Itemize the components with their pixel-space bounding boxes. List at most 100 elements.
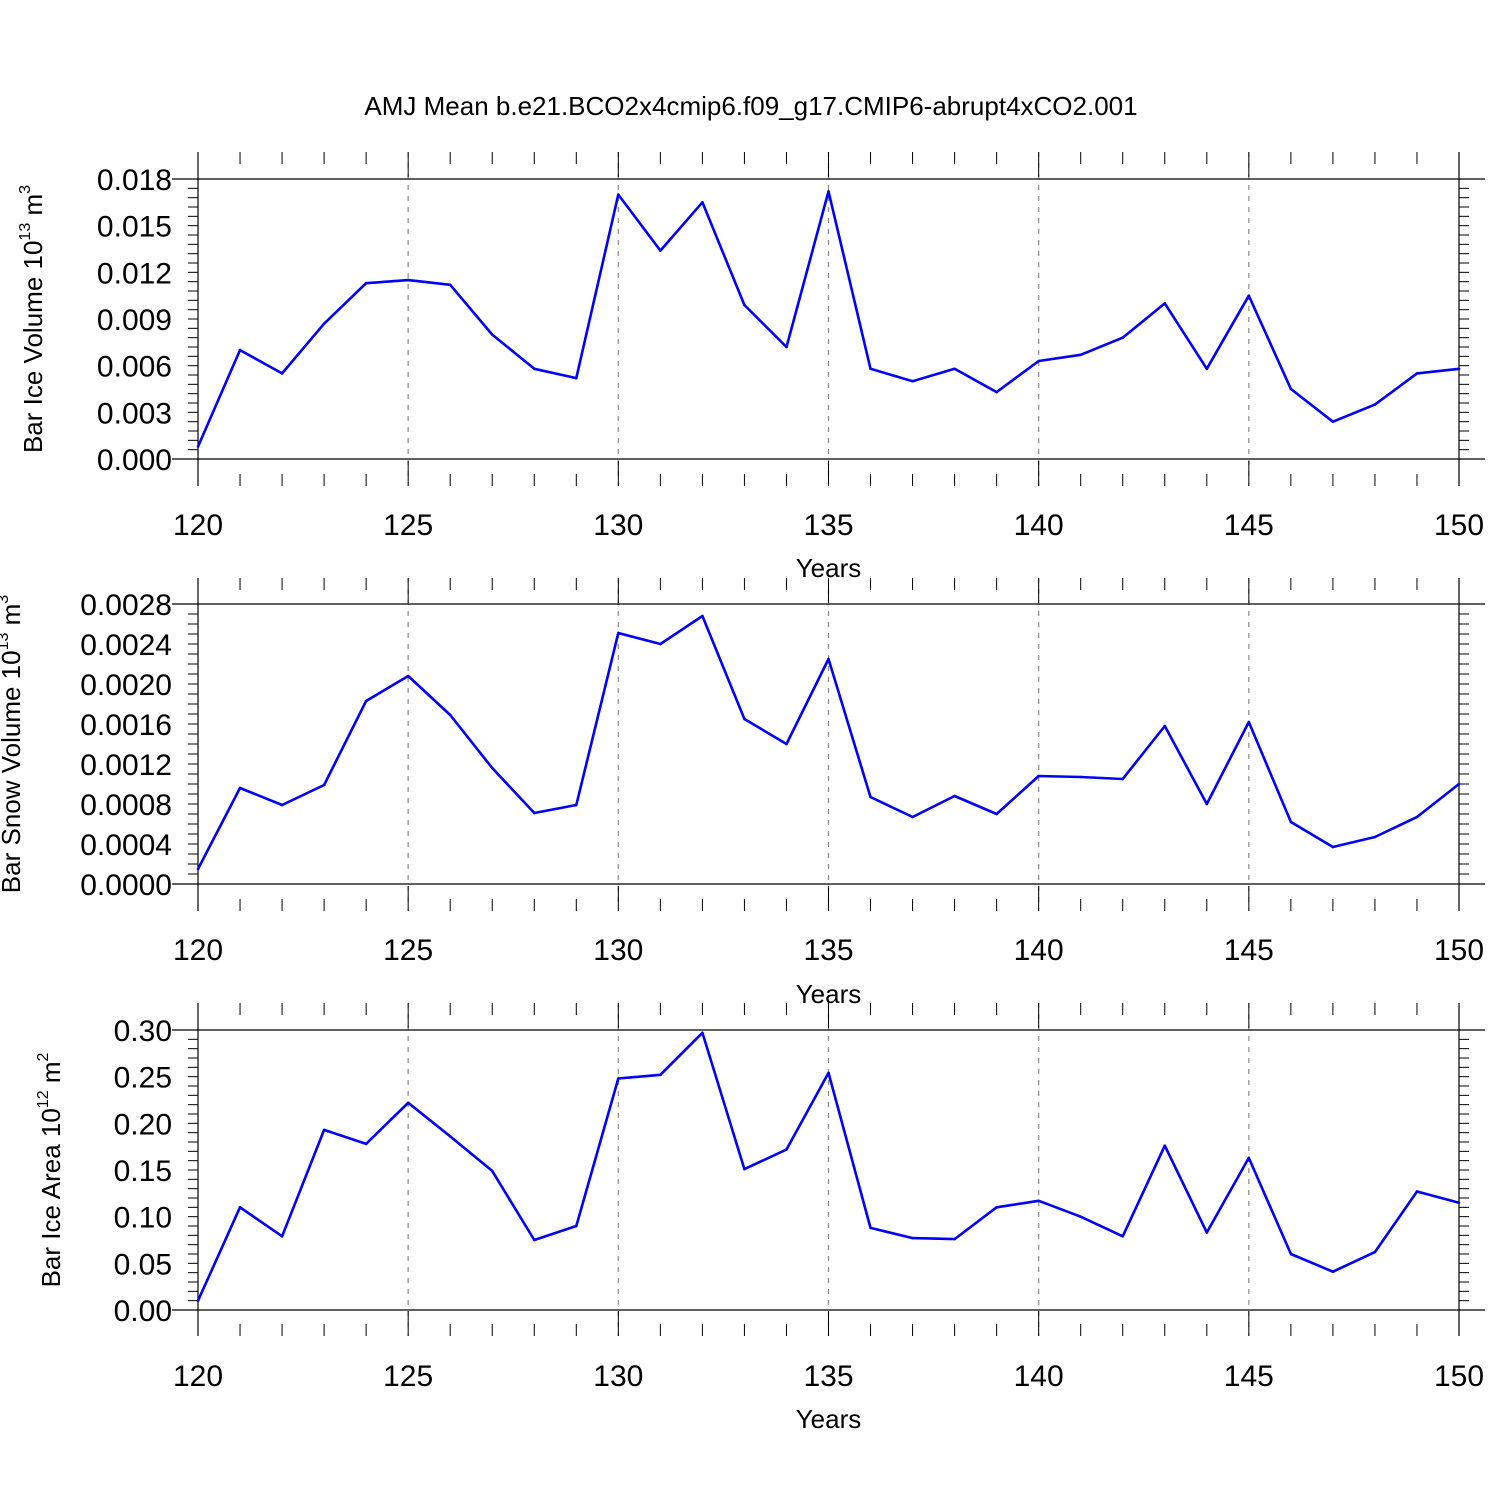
p0-y-tick-label: 0.003 (97, 397, 172, 430)
p2-data-point (575, 1224, 578, 1228)
p2-y-tick-label: 0.10 (114, 1202, 172, 1235)
p0-data-point (953, 367, 956, 371)
p2-data-point (238, 1206, 242, 1209)
p1-data-point (1037, 774, 1040, 778)
p2-y-tick-label: 0.15 (114, 1155, 172, 1188)
p0-data-point (1247, 294, 1251, 297)
p0-data-point (448, 283, 452, 287)
p0-data-point (575, 376, 578, 380)
p2-data-point (1331, 1270, 1335, 1274)
ice-volume-panel: 120 125 130 135 140 145 150 0.000 0.003 0.006 0.00… (17, 152, 1485, 583)
p1-x-tick-label: 140 (1014, 934, 1064, 967)
p1-y-tick-label: 0.0020 (80, 669, 172, 702)
p1-y-tick-label: 0.0008 (80, 789, 172, 822)
p1-y-tick-label: 0.0028 (80, 589, 172, 622)
p1-data-point (911, 815, 914, 819)
p1-data-point (617, 631, 620, 635)
p1-data-point (1079, 775, 1082, 779)
p1-y-tick-label: 0.0000 (80, 869, 172, 902)
p0-y-tick-label: 0.000 (97, 444, 172, 477)
p1-data-point (953, 794, 956, 798)
p0-data-point (532, 367, 536, 371)
p0-x-tick-label: 135 (803, 509, 853, 542)
p0-y-tick-label: 0.006 (97, 351, 172, 384)
p1-data-point (238, 786, 242, 790)
p2-x-tick-label: 120 (173, 1360, 223, 1393)
p2-data-point (827, 1071, 830, 1075)
p0-data-point (364, 281, 368, 285)
p1-data-point (1373, 835, 1377, 839)
p1-y-tick-label: 0.0004 (80, 829, 172, 862)
p1-data-point (995, 812, 998, 816)
p0-y-label-text: Bar Ice Volume 10 (18, 241, 48, 453)
p2-data-point (617, 1077, 620, 1080)
p2-y-axis-label: Bar Ice Area 1012 m2 (35, 1052, 66, 1287)
p2-y-label-unit-exponent: 2 (35, 1052, 52, 1061)
p2-x-tick-label: 125 (383, 1360, 433, 1393)
p1-data-point (406, 674, 410, 678)
p1-data-point (1289, 820, 1293, 824)
p2-data-point (1079, 1215, 1082, 1218)
p2-data-point (1205, 1231, 1209, 1234)
p2-data-point (785, 1148, 788, 1151)
p0-data-point (1163, 302, 1167, 305)
p0-data-point (869, 367, 872, 371)
p0-x-tick-label: 120 (173, 509, 223, 542)
p0-data-point (1205, 367, 1209, 371)
p0-data-point (911, 379, 914, 383)
p0-data-point (1121, 336, 1125, 339)
p1-data-point (1247, 720, 1251, 724)
p2-data-point (995, 1206, 998, 1209)
p1-data-point (1331, 845, 1335, 849)
p0-data-point (238, 348, 242, 352)
p1-data-point (1163, 724, 1167, 728)
p0-data-point (995, 390, 998, 394)
p1-data-point (869, 795, 872, 799)
p1-data-point (448, 713, 452, 717)
p1-y-label-unit: m (0, 604, 26, 633)
p0-data-point (659, 249, 662, 252)
p0-data-point (1289, 387, 1293, 391)
p1-data-point (1205, 802, 1209, 806)
p1-data-point (701, 614, 704, 618)
ice-area-panel: 120 125 130 135 140 145 150 0.00 0.05 0.10 0.15 0.2… (35, 1003, 1485, 1434)
p0-data-point (701, 201, 704, 204)
p0-y-axis-label: Bar Ice Volume 1013 m3 (17, 185, 48, 453)
p2-data-point (406, 1101, 410, 1105)
p0-x-tick-label: 140 (1014, 509, 1064, 542)
p0-x-tick-label: 130 (593, 509, 643, 542)
p2-data-point (448, 1135, 452, 1138)
p2-data-point (911, 1236, 914, 1240)
p2-x-tick-label: 150 (1434, 1360, 1484, 1393)
p1-data-point (490, 766, 494, 770)
p1-x-tick-label: 145 (1224, 934, 1274, 967)
p2-data-point (1163, 1144, 1167, 1148)
p0-data-point (1373, 403, 1377, 406)
p0-data-point (1079, 353, 1082, 357)
p0-x-tick-label: 150 (1434, 509, 1484, 542)
p0-x-tick-label: 125 (383, 509, 433, 542)
p2-data-point (1457, 1201, 1461, 1204)
p1-x-tick-label: 125 (383, 934, 433, 967)
p2-y-label-text: Bar Ice Area 10 (36, 1108, 66, 1287)
p0-data-point (322, 322, 326, 325)
p2-data-point (701, 1031, 704, 1035)
p0-data-point (280, 372, 284, 375)
p1-x-tick-label: 120 (173, 934, 223, 967)
p0-y-tick-label: 0.018 (97, 164, 172, 197)
p1-y-label-exponent: 13 (0, 632, 12, 650)
p0-data-point (1457, 367, 1461, 371)
p2-data-point (364, 1142, 368, 1146)
p1-data-point (659, 642, 662, 646)
snow-volume-panel: 120 125 130 135 140 145 150 0.0000 0.0004 0.0008 0… (0, 578, 1485, 1009)
p0-data-point (490, 333, 494, 336)
p2-y-tick-label: 0.20 (114, 1108, 172, 1141)
p1-x-tick-label: 150 (1434, 934, 1484, 967)
p2-y-tick-label: 0.25 (114, 1062, 172, 1095)
p0-data-point (1331, 420, 1335, 423)
p1-data-point (575, 803, 578, 807)
p1-y-tick-label: 0.0012 (80, 749, 172, 782)
p1-y-tick-label: 0.0016 (80, 709, 172, 742)
p0-data-point (785, 345, 788, 349)
p2-data-point (953, 1237, 956, 1241)
